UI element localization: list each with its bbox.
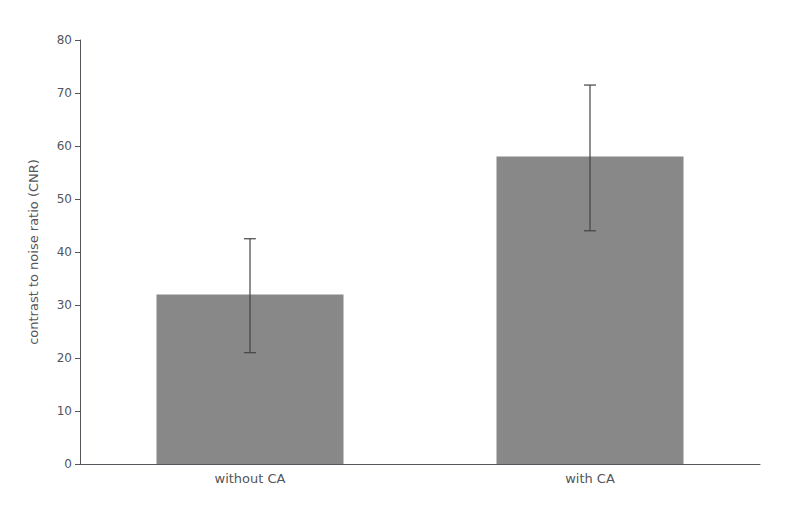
svg-text:contrast to noise ratio (CNR): contrast to noise ratio (CNR) [26, 159, 41, 345]
svg-text:60: 60 [57, 139, 72, 153]
svg-text:0: 0 [64, 457, 72, 471]
svg-text:without CA: without CA [215, 471, 286, 486]
svg-text:70: 70 [57, 86, 72, 100]
svg-text:80: 80 [57, 33, 72, 47]
svg-text:10: 10 [57, 404, 72, 418]
svg-text:20: 20 [57, 351, 72, 365]
svg-text:with CA: with CA [565, 471, 615, 486]
svg-text:50: 50 [57, 192, 72, 206]
svg-text:30: 30 [57, 298, 72, 312]
svg-text:40: 40 [57, 245, 72, 259]
